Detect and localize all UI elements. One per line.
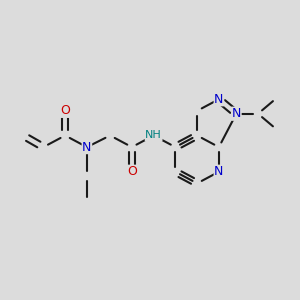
Text: NH: NH [145,130,162,140]
Text: N: N [232,107,241,120]
Text: O: O [127,165,137,178]
Text: O: O [60,104,70,117]
Text: N: N [82,141,92,154]
Text: N: N [214,165,224,178]
Text: N: N [214,93,224,106]
